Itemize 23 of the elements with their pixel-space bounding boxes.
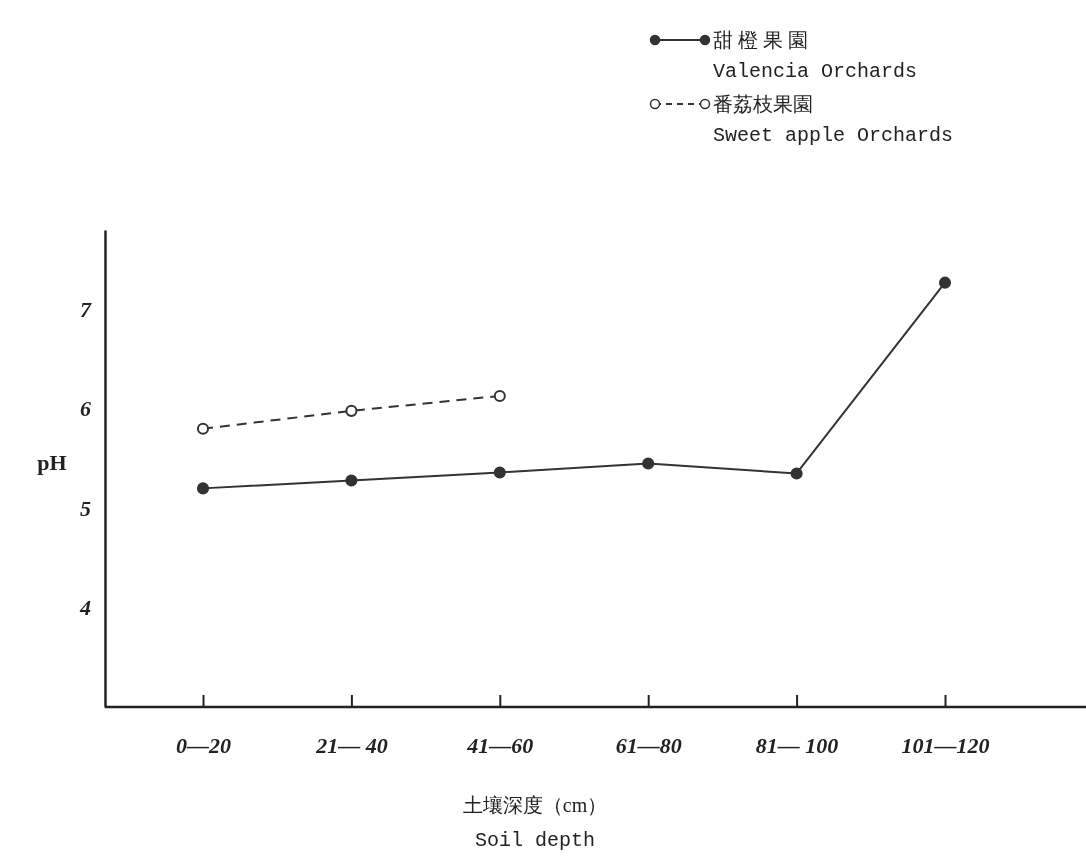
point [938,276,952,289]
x-tick-label: 101—120 [901,732,990,758]
point [196,422,210,435]
point [790,467,803,480]
point [345,404,358,417]
point [196,482,210,495]
x-axis-title: 土壤深度（cm） Soil depth [462,794,608,852]
y-tick-label: 7 [80,297,92,323]
point [493,389,506,402]
y-axis-title: pH [37,450,67,475]
x-tick-label: 81— 100 [755,732,839,758]
legend-label: 甜 橙 果 園 Valencia Orchards [713,29,918,83]
x-tick-label: 21— 40 [315,732,388,758]
legend-label: 番荔枝果園 Sweet apple Orchards [713,93,954,147]
point [642,457,655,470]
point [493,466,506,479]
y-tick-label: 6 [80,396,91,422]
x-tick-label: 61—80 [615,732,682,758]
x-tick-label: 0—20 [176,732,231,758]
y-tick-label: 5 [80,495,91,521]
x-tick-label: 41—60 [466,732,534,758]
point [345,474,358,487]
y-tick-label: 4 [79,595,91,621]
